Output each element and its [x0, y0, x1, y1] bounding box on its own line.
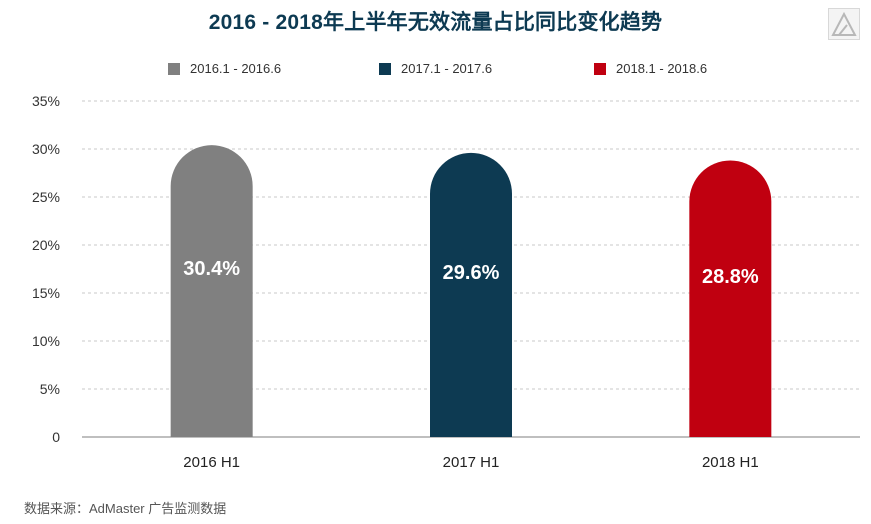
y-tick-label: 15%	[32, 285, 60, 301]
x-tick-label: 2018 H1	[702, 454, 759, 471]
y-tick-label: 10%	[32, 333, 60, 349]
legend-label-2018: 2018.1 - 2018.6	[616, 61, 708, 76]
admaster-triangle-logo-icon	[828, 8, 860, 40]
bar-value-label: 30.4%	[183, 258, 240, 280]
y-tick-label: 25%	[32, 189, 60, 205]
legend-swatch-2018	[594, 62, 606, 75]
legend-item-2016: 2016.1 - 2016.6	[168, 61, 281, 76]
y-tick-label: 20%	[32, 237, 60, 253]
x-tick-label: 2016 H1	[183, 454, 240, 471]
chart-legend: 2016.1 - 2016.6 2017.1 - 2017.6 2018.1 -…	[0, 61, 871, 81]
y-tick-label: 5%	[40, 381, 60, 397]
chart-title: 2016 - 2018年上半年无效流量占比同比变化趋势	[208, 11, 663, 34]
bar-value-label: 28.8%	[702, 266, 759, 288]
legend-swatch-2017	[379, 62, 391, 75]
bar-value-label: 29.6%	[443, 262, 500, 284]
bar-2017-h1	[430, 152, 512, 437]
legend-label-2017: 2017.1 - 2017.6	[401, 61, 493, 76]
x-tick-label: 2017 H1	[443, 454, 500, 471]
legend-swatch-2016	[168, 62, 180, 75]
legend-label-2016: 2016.1 - 2016.6	[190, 61, 282, 76]
bar-chart: 0 5% 10% 15% 20% 25% 30% 35% 30.4% 29.6% 28.8% 2016…	[32, 93, 860, 471]
bar-2016-h1	[170, 145, 253, 437]
legend-item-2017: 2017.1 - 2017.6	[379, 61, 492, 76]
bar-2018-h1	[689, 160, 772, 437]
y-tick-label: 0	[52, 429, 60, 445]
data-source-note: 数据来源：AdMaster 广告监测数据	[24, 501, 227, 516]
legend-item-2018: 2018.1 - 2018.6	[594, 61, 707, 76]
y-tick-label: 35%	[32, 93, 60, 109]
y-tick-label: 30%	[32, 141, 60, 157]
